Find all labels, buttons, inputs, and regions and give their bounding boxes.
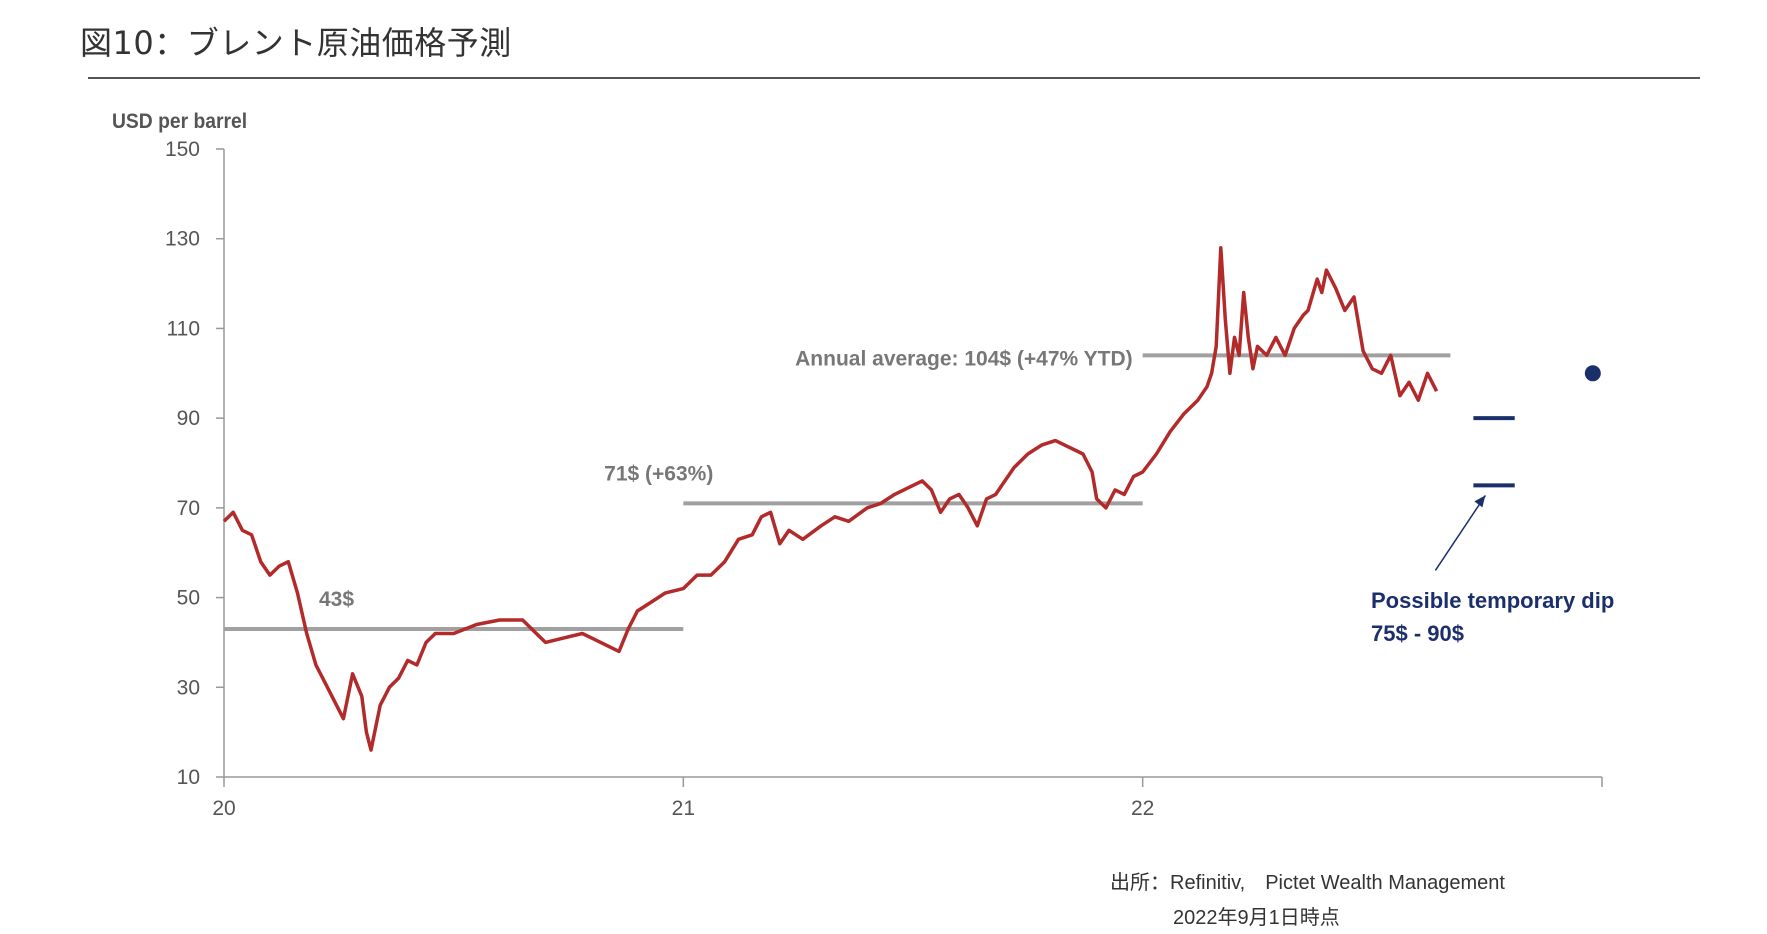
y-axis-label: USD per barrel [112,110,247,133]
average-label: Annual average: 104$ (+47% YTD) [795,347,1133,370]
reference-lines: 43$ 71$ (+63%) Annual average: 104$ (+47% … [224,347,1451,631]
x-tick-label: 22 [1131,797,1154,820]
source-note: 出所：Refinitiv, Pictet Wealth Management [1110,872,1505,894]
y-tick-label: 110 [167,317,200,340]
series-layer [222,245,1439,752]
y-tick-label: 90 [177,407,200,430]
forecast-point [1584,365,1601,382]
chart-title: 図10：ブレント原油価格予測 [80,24,512,62]
annotation-arrow [1434,495,1487,571]
y-tick-label: 130 [165,228,200,251]
source-date: 2022年9月1日時点 [1173,907,1340,929]
y-tick-label: 70 [177,497,200,520]
average-label: 71$ (+63%) [604,462,713,485]
forecast-layer: Possible temporary dip 75$ - 90$ [1371,365,1614,646]
y-tick-label: 30 [177,676,200,699]
title-divider [88,77,1700,79]
y-tick-label: 50 [177,587,200,610]
annotation-text-line2: 75$ - 90$ [1371,621,1464,646]
chart-axes: USD per barrel 10 30 50 70 90 110 130 150 20 21 22 [112,110,1603,820]
y-tick-label: 150 [165,138,200,161]
average-label: 43$ [319,588,354,611]
x-tick-label: 21 [672,797,695,820]
annotation-arrowhead [1474,495,1486,508]
y-tick-label: 10 [177,766,200,789]
annotation-text-line1: Possible temporary dip [1371,588,1614,613]
x-tick-label: 20 [212,797,235,820]
price-line [222,245,1439,752]
